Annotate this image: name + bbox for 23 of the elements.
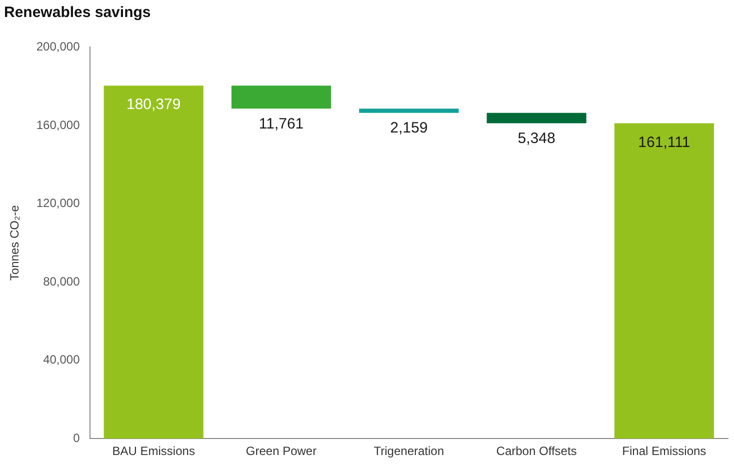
x-tick-label: Final Emissions [622, 444, 706, 458]
y-tick-label: 120,000 [36, 196, 80, 210]
bar [231, 86, 332, 109]
y-tick-label: 0 [73, 430, 80, 445]
data-label: 161,111 [638, 134, 690, 151]
y-tick-label: 80,000 [43, 274, 80, 288]
y-tick-label: 160,000 [36, 118, 80, 132]
x-tick-label: Green Power [246, 444, 317, 458]
bar [359, 108, 459, 113]
data-label: 2,159 [390, 119, 428, 136]
data-label: 180,379 [126, 96, 181, 114]
x-tick-label: BAU Emissions [112, 444, 195, 458]
x-tick-label: Trigeneration [374, 444, 444, 458]
data-label: 5,348 [518, 130, 556, 147]
chart-title: Renewables savings [4, 4, 151, 21]
data-label: 11,761 [258, 115, 304, 132]
bar [104, 86, 204, 439]
bar [614, 123, 714, 439]
y-tick-label: 40,000 [43, 352, 80, 367]
y-axis-title: Tonnes CO₂-e [8, 204, 22, 281]
bar [486, 112, 586, 124]
y-tick-label: 200,000 [36, 40, 80, 54]
x-tick-label: Carbon Offsets [496, 444, 577, 458]
